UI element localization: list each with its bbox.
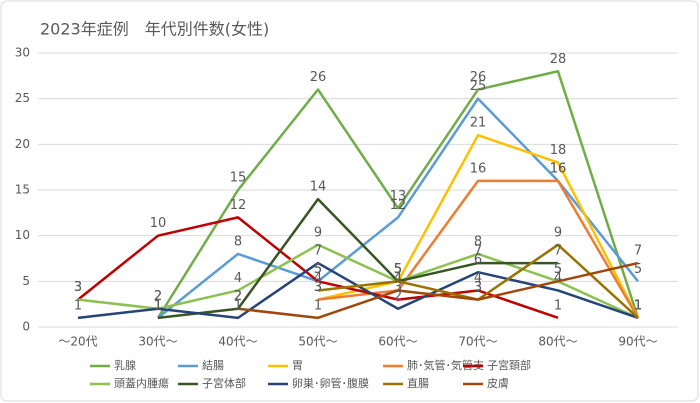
data-label: 1	[634, 298, 642, 313]
legend-label: 卵巣･卵管･腹膜	[292, 376, 369, 390]
legend-label: 肺･気管･気管支	[407, 358, 484, 372]
data-label: 4	[394, 271, 402, 286]
data-label: 16	[550, 161, 567, 176]
data-label: 1	[234, 298, 242, 313]
data-label: 6	[474, 253, 482, 268]
data-label: 1	[634, 298, 642, 313]
data-label: 13	[390, 189, 407, 204]
data-label: 7	[314, 244, 322, 259]
data-label: 2	[394, 289, 402, 304]
data-label: 4	[554, 271, 562, 286]
data-label: 3	[74, 280, 82, 295]
series-line	[77, 243, 639, 320]
data-label: 3	[314, 280, 322, 295]
data-label: 3	[474, 280, 482, 295]
series-line	[317, 133, 640, 319]
data-label: 8	[474, 234, 482, 249]
legend-label: 子宮体部	[202, 376, 246, 390]
data-label: 25	[470, 79, 487, 94]
x-tick-label: 40代～	[218, 335, 257, 349]
data-label: 4	[234, 271, 242, 286]
data-label: 1	[74, 298, 82, 313]
x-tick-label: ～20代	[58, 335, 97, 349]
data-label: 9	[314, 225, 322, 240]
series-line	[77, 216, 559, 320]
series-line	[157, 197, 558, 320]
data-label: 26	[470, 70, 487, 85]
data-label: 5	[314, 262, 322, 277]
data-label: 5	[394, 262, 402, 277]
x-tick-label: 90代～	[618, 335, 657, 349]
data-label: 5	[554, 262, 562, 277]
y-tick-label: 0	[22, 320, 30, 334]
data-label: 18	[550, 143, 567, 158]
legend-label: 皮膚	[487, 376, 509, 390]
x-tick-label: 30代～	[138, 335, 177, 349]
data-label: 1	[634, 298, 642, 313]
data-label: 4	[394, 271, 402, 286]
x-tick-label: 50代～	[298, 335, 337, 349]
data-label: 12	[230, 198, 247, 213]
data-label: 2	[154, 289, 162, 304]
data-label: 2	[154, 289, 162, 304]
y-tick-label: 10	[15, 228, 30, 242]
data-label: 10	[150, 216, 167, 231]
data-label: 7	[634, 244, 642, 259]
legend-label: 結腸	[202, 358, 224, 372]
legend-label: 胃	[292, 359, 303, 372]
data-label: 2	[234, 289, 242, 304]
legend-label: 直腸	[407, 376, 429, 390]
y-tick-label: 30	[15, 46, 30, 60]
data-label: 3	[394, 280, 402, 295]
y-tick-label: 20	[15, 137, 30, 151]
data-label: 5	[394, 262, 402, 277]
data-label: 14	[310, 180, 327, 195]
data-label: 4	[474, 271, 482, 286]
data-label: 5	[394, 262, 402, 277]
data-label: 5	[634, 262, 642, 277]
x-tick-label: 80代～	[538, 335, 577, 349]
data-label: 1	[154, 298, 162, 313]
series-line	[156, 70, 640, 319]
data-label: 16	[550, 161, 567, 176]
data-label: 3	[474, 280, 482, 295]
y-tick-label: 15	[15, 183, 30, 197]
data-label: 4	[314, 271, 322, 286]
data-label: 1	[314, 298, 322, 313]
data-label: 1	[154, 298, 162, 313]
legend-label: 子宮頚部	[487, 358, 531, 372]
data-label: 1	[634, 298, 642, 313]
legend-label: 頭蓋内腫瘍	[114, 376, 169, 390]
data-label: 7	[554, 244, 562, 259]
chart-title: 2023年症例 年代別件数(女性)	[40, 20, 269, 39]
x-tick-label: 70代～	[458, 335, 497, 349]
data-label: 2	[234, 289, 242, 304]
data-label: 1	[154, 298, 162, 313]
data-label: 1	[634, 298, 642, 313]
data-label: 5	[314, 262, 322, 277]
data-label: 21	[470, 116, 487, 131]
data-label: 5	[394, 262, 402, 277]
data-label: 7	[474, 244, 482, 259]
data-label: 8	[234, 234, 242, 249]
data-label: 5	[554, 262, 562, 277]
x-tick-label: 60代～	[378, 335, 417, 349]
y-tick-label: 5	[22, 274, 30, 288]
series-line	[237, 261, 639, 320]
data-label: 3	[74, 280, 82, 295]
data-label: 3	[314, 280, 322, 295]
data-label: 9	[554, 225, 562, 240]
data-label: 1	[554, 298, 562, 313]
data-label: 1	[634, 298, 642, 313]
y-tick-label: 25	[15, 91, 30, 105]
data-label: 12	[390, 198, 407, 213]
legend-label: 乳腺	[114, 358, 136, 372]
data-label: 15	[230, 171, 247, 186]
data-label: 16	[470, 161, 487, 176]
data-label: 28	[550, 52, 567, 67]
data-label: 26	[310, 70, 327, 85]
